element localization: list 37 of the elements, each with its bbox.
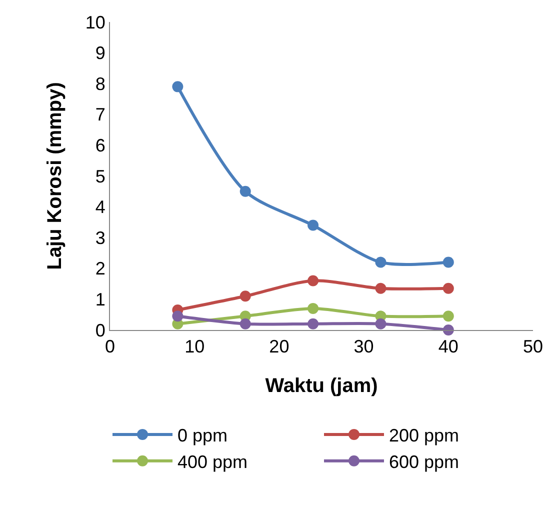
x-tick-label: 30	[354, 336, 374, 357]
y-tick-label: 2	[95, 258, 106, 279]
x-tick-label: 50	[522, 336, 544, 357]
y-tick-label: 8	[95, 74, 106, 94]
y-tick-label: 5	[95, 166, 106, 186]
point	[240, 318, 251, 330]
x-tick-label: 40	[438, 336, 458, 357]
x-axis-title: Waktu (jam)	[265, 375, 378, 398]
y-tick-label: 10	[85, 12, 106, 32]
point	[442, 282, 454, 294]
y-tick-label: 9	[95, 43, 106, 64]
point	[172, 310, 184, 322]
point	[442, 256, 454, 268]
point	[308, 302, 319, 314]
y-tick-label: 6	[95, 136, 106, 156]
legend-label: 600 ppm	[389, 452, 460, 472]
point	[308, 275, 319, 286]
y-tick-label: 7	[95, 104, 106, 125]
point	[308, 318, 319, 330]
x-tick-label: 10	[184, 336, 205, 357]
point	[375, 318, 386, 330]
y-tick-label: 0	[95, 320, 106, 340]
y-tick-label: 4	[95, 197, 106, 218]
point	[240, 290, 251, 302]
point	[308, 220, 319, 231]
point	[172, 81, 184, 92]
point	[442, 310, 454, 322]
legend-label: 0 ppm	[178, 425, 228, 446]
x-tick-label: 20	[269, 336, 290, 357]
legend-label: 200 ppm	[389, 425, 460, 446]
legend-label: 400 ppm	[178, 452, 248, 472]
point	[240, 186, 251, 197]
point	[375, 256, 386, 268]
point	[375, 282, 386, 294]
y-axis-title: Laju Korosi (mmpy)	[44, 82, 66, 270]
y-tick-label: 1	[95, 290, 106, 310]
y-tick-label: 3	[95, 228, 106, 248]
